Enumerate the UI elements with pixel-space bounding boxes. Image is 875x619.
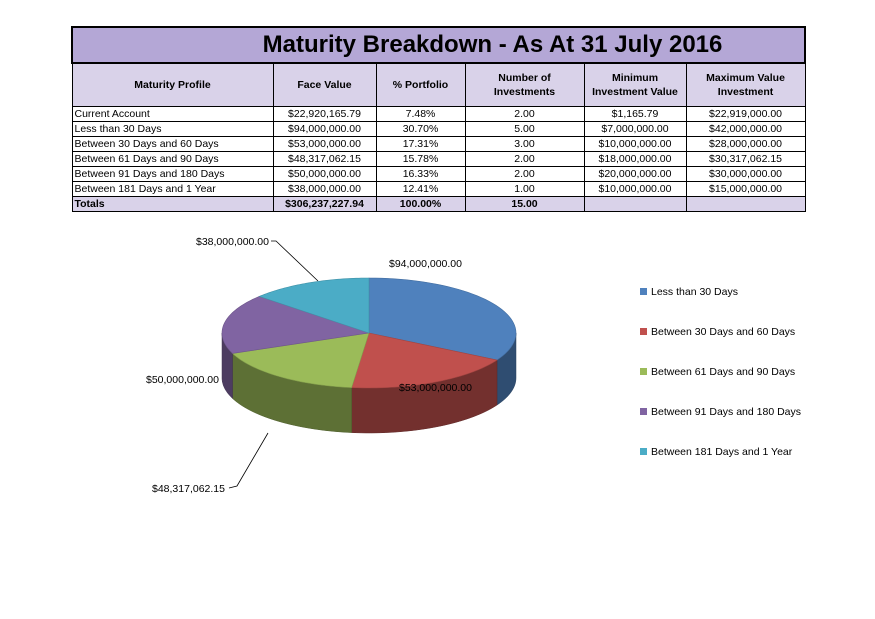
table-body: Current Account $22,920,165.79 7.48% 2.00 $1… xyxy=(71,106,806,212)
cell-percent-portfolio: 100.00% xyxy=(375,196,466,212)
cell-maturity-profile: Between 30 Days and 60 Days xyxy=(71,136,274,152)
cell-percent-portfolio: 15.78% xyxy=(375,151,466,167)
cell-maturity-profile: Between 91 Days and 180 Days xyxy=(71,166,274,182)
cell-maturity-profile: Between 181 Days and 1 Year xyxy=(71,181,274,197)
legend-swatch-between-181-days-and-1-year xyxy=(640,448,647,455)
table-row: Between 181 Days and 1 Year $38,000,000.0… xyxy=(71,181,806,197)
cell-face-value: $38,000,000.00 xyxy=(272,181,377,197)
data-label-less-than-30-days: $94,000,000.00 xyxy=(389,258,462,270)
cell-number-of-investments: 3.00 xyxy=(464,136,585,152)
data-label-between-181-days-and-1-year: $38,000,000.00 xyxy=(196,236,269,248)
legend-swatch-between-30-and-60-days xyxy=(640,328,647,335)
cell-percent-portfolio: 7.48% xyxy=(375,106,466,122)
pie-slice-between-61-and-90-days xyxy=(231,332,370,388)
cell-number-of-investments: 1.00 xyxy=(464,181,585,197)
leader-line-between-61-and-90-days xyxy=(228,432,269,489)
header-row: Maturity Profile Face Value% Portfolio Num… xyxy=(71,62,806,107)
legend-swatch-between-61-and-90-days xyxy=(640,368,647,375)
legend-label-less-than-30-days: Less than 30 Days xyxy=(651,286,738,298)
pie-slice-less-than-30-days xyxy=(368,277,517,361)
cell-minimum-investment-value: $18,000,000.00 xyxy=(583,151,687,167)
pie-slice-between-181-days-and-1-year xyxy=(258,277,370,334)
cell-percent-portfolio: 12.41% xyxy=(375,181,466,197)
cell-maturity-profile: Between 61 Days and 90 Days xyxy=(71,151,274,167)
cell-face-value: $50,000,000.00 xyxy=(272,166,377,182)
pie-top-group xyxy=(221,277,517,389)
cell-face-value: $94,000,000.00 xyxy=(272,121,377,137)
legend-swatch-less-than-30-days xyxy=(640,288,647,295)
cell-number-of-investments: 2.00 xyxy=(464,166,585,182)
legend: Less than 30 Days Between 30 Days and 60 … xyxy=(640,286,801,458)
data-label-between-91-and-180-days: $50,000,000.00 xyxy=(146,374,219,386)
cell-face-value: $53,000,000.00 xyxy=(272,136,377,152)
cell-maximum-value-investment: $42,000,000.00 xyxy=(685,121,806,137)
cell-maximum-value-investment: $30,317,062.15 xyxy=(685,151,806,167)
table-row: Current Account $22,920,165.79 7.48% 2.00 $1… xyxy=(71,106,806,122)
data-labels-group: $94,000,000.00 $53,000,000.00 $48,317,062.… xyxy=(146,236,472,495)
table-row: Between 91 Days and 180 Days $50,000,000.… xyxy=(71,166,806,182)
cell-minimum-investment-value: $10,000,000.00 xyxy=(583,181,687,197)
table-row: Between 61 Days and 90 Days $48,317,062.1… xyxy=(71,151,806,167)
cell-minimum-investment-value: $10,000,000.00 xyxy=(583,136,687,152)
cell-minimum-investment-value: $7,000,000.00 xyxy=(583,121,687,137)
cell-maximum-value-investment: $28,000,000.00 xyxy=(685,136,806,152)
pie-slice-between-30-and-60-days xyxy=(351,332,498,389)
cell-maturity-profile: Less than 30 Days xyxy=(71,121,274,137)
legend-label-between-61-and-90-days: Between 61 Days and 90 Days xyxy=(651,366,795,378)
col-header-minimum-investment-value: Minimum Investment Value xyxy=(583,62,687,107)
cell-maximum-value-investment xyxy=(685,196,806,212)
col-header-number-of-investments: Number of Investments xyxy=(464,62,585,107)
leader-line-between-181-days-and-1-year xyxy=(271,240,319,282)
cell-minimum-investment-value: $1,165.79 xyxy=(583,106,687,122)
legend-label-between-91-and-180-days: Between 91 Days and 180 Days xyxy=(651,406,801,418)
table-row: Between 30 Days and 60 Days $53,000,000.0… xyxy=(71,136,806,152)
col-header-percent-portfolio: % Portfolio xyxy=(375,62,466,107)
cell-percent-portfolio: 30.70% xyxy=(375,121,466,137)
cell-maturity-profile: Current Account xyxy=(71,106,274,122)
table-row: Less than 30 Days $94,000,000.00 30.70% 5.0… xyxy=(71,121,806,137)
cell-percent-portfolio: 17.31% xyxy=(375,136,466,152)
cell-maximum-value-investment: $15,000,000.00 xyxy=(685,181,806,197)
legend-swatch-between-91-and-180-days xyxy=(640,408,647,415)
cell-maturity-profile: Totals xyxy=(71,196,274,212)
maturity-pie-chart: $94,000,000.00 $53,000,000.00 $48,317,062.… xyxy=(146,236,801,495)
cell-number-of-investments: 5.00 xyxy=(464,121,585,137)
cell-minimum-investment-value: $20,000,000.00 xyxy=(583,166,687,182)
pie-side-group xyxy=(221,332,517,434)
cell-face-value: $306,237,227.94 xyxy=(272,196,377,212)
data-label-between-61-and-90-days: $48,317,062.15 xyxy=(152,483,225,495)
cell-number-of-investments: 2.00 xyxy=(464,106,585,122)
cell-maximum-value-investment: $30,000,000.00 xyxy=(685,166,806,182)
cell-face-value: $22,920,165.79 xyxy=(272,106,377,122)
cell-percent-portfolio: 16.33% xyxy=(375,166,466,182)
cell-number-of-investments: 15.00 xyxy=(464,196,585,212)
cell-maximum-value-investment: $22,919,000.00 xyxy=(685,106,806,122)
pie-slice-between-91-and-180-days xyxy=(221,296,370,354)
data-label-between-30-and-60-days: $53,000,000.00 xyxy=(399,382,472,394)
leader-lines-group xyxy=(228,240,319,489)
col-header-face-value: Face Value xyxy=(272,62,377,107)
cell-minimum-investment-value xyxy=(583,196,687,212)
col-header-maturity-profile: Maturity Profile xyxy=(71,62,274,107)
maturity-table: Maturity Breakdown - As At 31 July 2016 … xyxy=(70,26,807,212)
legend-label-between-181-days-and-1-year: Between 181 Days and 1 Year xyxy=(651,446,793,458)
report-title: Maturity Breakdown - As At 31 July 2016 xyxy=(70,26,807,64)
cell-face-value: $48,317,062.15 xyxy=(272,151,377,167)
cell-number-of-investments: 2.00 xyxy=(464,151,585,167)
col-header-maximum-value-investment: Maximum Value Investment xyxy=(685,62,806,107)
legend-label-between-30-and-60-days: Between 30 Days and 60 Days xyxy=(651,326,795,338)
totals-row: Totals $306,237,227.94 100.00% 15.00 xyxy=(71,196,806,212)
